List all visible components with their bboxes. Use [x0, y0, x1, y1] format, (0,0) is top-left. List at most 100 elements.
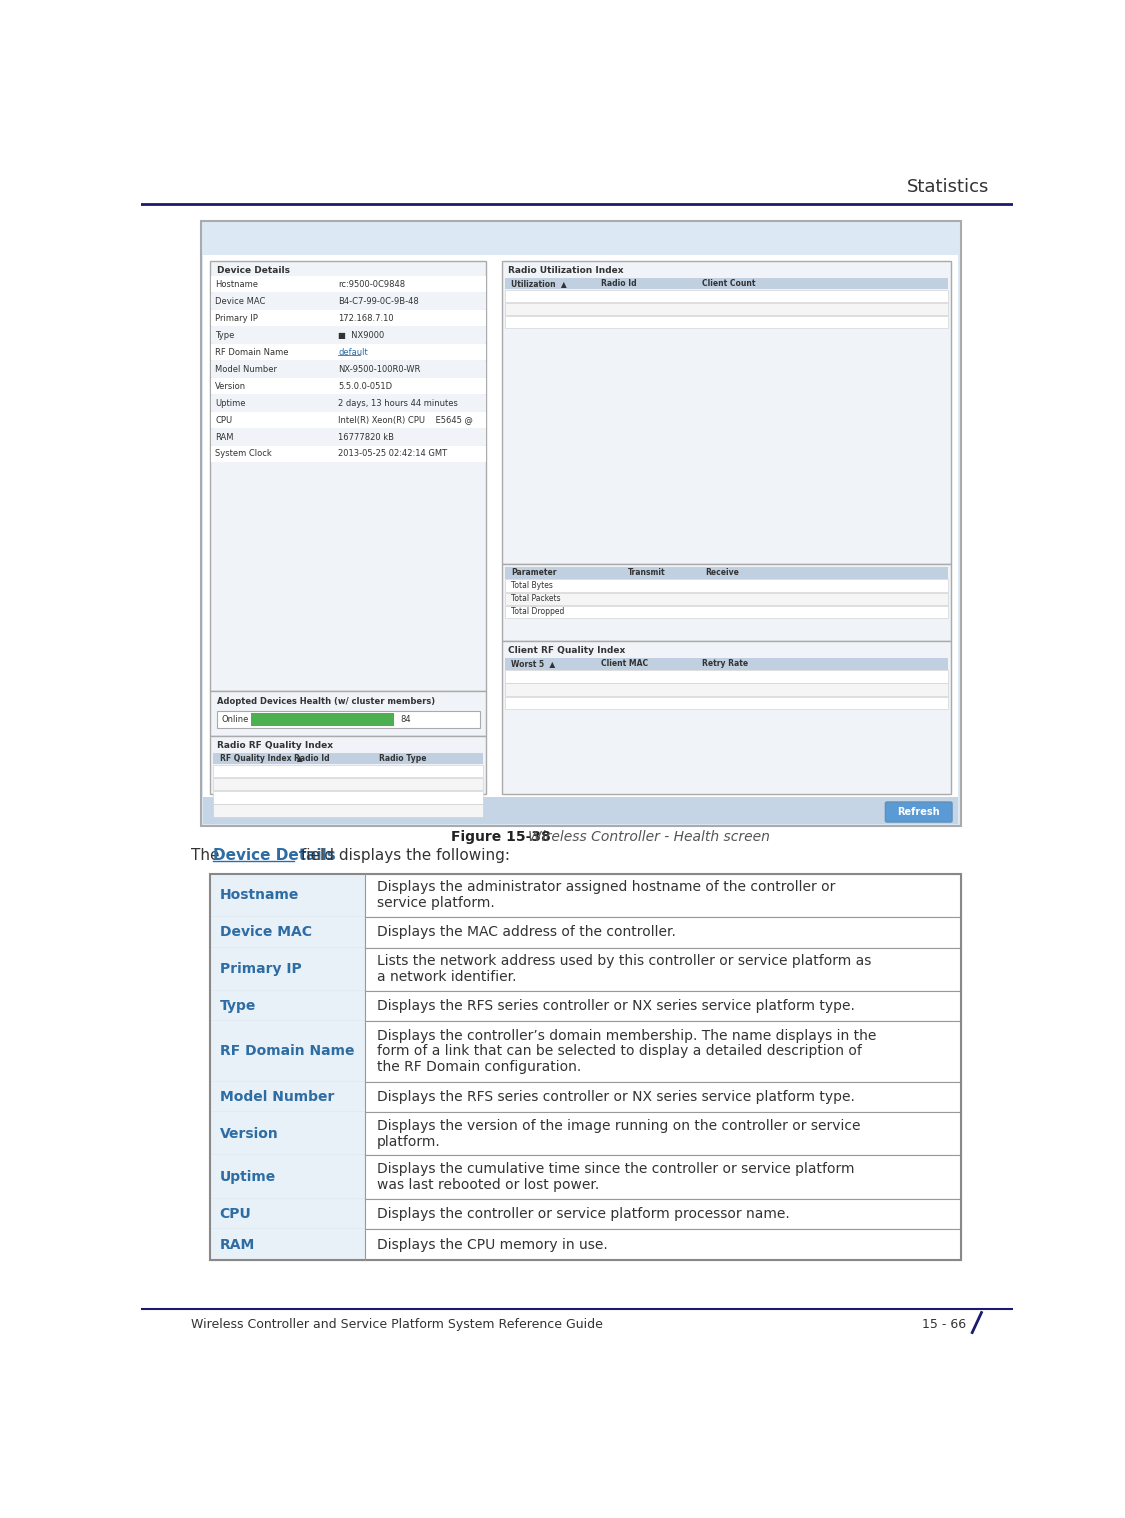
Text: Radio Utilization Index: Radio Utilization Index — [508, 266, 623, 275]
FancyBboxPatch shape — [212, 361, 486, 376]
Text: CPU: CPU — [219, 1207, 251, 1220]
FancyBboxPatch shape — [212, 445, 486, 461]
Text: Displays the controller or service platform processor name.: Displays the controller or service platf… — [377, 1207, 790, 1220]
FancyBboxPatch shape — [210, 1113, 366, 1155]
FancyBboxPatch shape — [212, 411, 486, 428]
FancyBboxPatch shape — [210, 874, 366, 917]
Text: Refresh: Refresh — [898, 808, 940, 817]
FancyBboxPatch shape — [212, 276, 486, 293]
FancyBboxPatch shape — [505, 671, 948, 683]
Text: Total Dropped: Total Dropped — [511, 607, 565, 616]
Text: Model Number: Model Number — [219, 1090, 334, 1104]
Text: Lists the network address used by this controller or service platform as: Lists the network address used by this c… — [377, 955, 872, 968]
Text: Device Details: Device Details — [213, 849, 335, 864]
Text: Displays the CPU memory in use.: Displays the CPU memory in use. — [377, 1237, 608, 1252]
FancyBboxPatch shape — [505, 316, 948, 328]
FancyBboxPatch shape — [210, 1022, 366, 1081]
FancyBboxPatch shape — [505, 304, 948, 316]
Text: Parameter: Parameter — [511, 568, 557, 577]
Text: Radio Type: Radio Type — [379, 753, 426, 762]
FancyBboxPatch shape — [505, 657, 948, 669]
Text: NX-9500-100R0-WR: NX-9500-100R0-WR — [339, 364, 421, 373]
Text: Adopted Devices Health (w/ cluster members): Adopted Devices Health (w/ cluster membe… — [217, 697, 434, 706]
FancyBboxPatch shape — [505, 580, 948, 592]
Text: Device Details: Device Details — [217, 266, 289, 275]
FancyBboxPatch shape — [210, 1230, 366, 1260]
FancyBboxPatch shape — [210, 1155, 366, 1199]
FancyBboxPatch shape — [505, 290, 948, 302]
Text: a network identifier.: a network identifier. — [377, 970, 516, 984]
Text: Figure 15-38: Figure 15-38 — [451, 830, 550, 844]
Text: Wireless Controller - Health screen: Wireless Controller - Health screen — [528, 830, 770, 844]
Text: Displays the RFS series controller or NX series service platform type.: Displays the RFS series controller or NX… — [377, 999, 855, 1013]
FancyBboxPatch shape — [505, 568, 948, 578]
FancyBboxPatch shape — [210, 1230, 961, 1260]
Text: Worst 5  ▲: Worst 5 ▲ — [511, 659, 556, 668]
FancyBboxPatch shape — [210, 1199, 366, 1230]
FancyBboxPatch shape — [214, 779, 483, 791]
FancyBboxPatch shape — [210, 691, 486, 736]
FancyBboxPatch shape — [502, 641, 952, 794]
Text: Hostname: Hostname — [215, 279, 258, 288]
Text: Primary IP: Primary IP — [215, 314, 258, 323]
Text: Version: Version — [215, 381, 246, 390]
Text: Model Number: Model Number — [215, 364, 277, 373]
Text: Displays the administrator assigned hostname of the controller or: Displays the administrator assigned host… — [377, 880, 836, 894]
Text: Device MAC: Device MAC — [219, 924, 312, 940]
Text: Client RF Quality Index: Client RF Quality Index — [508, 647, 626, 656]
Text: Device MAC: Device MAC — [215, 298, 266, 307]
Text: Client MAC: Client MAC — [601, 659, 648, 668]
Text: 16777820 kB: 16777820 kB — [339, 433, 394, 442]
FancyBboxPatch shape — [210, 1081, 366, 1113]
Text: Transmit: Transmit — [628, 568, 666, 577]
FancyBboxPatch shape — [505, 606, 948, 618]
FancyBboxPatch shape — [251, 713, 394, 726]
Text: Radio Id: Radio Id — [294, 753, 330, 762]
FancyBboxPatch shape — [210, 917, 366, 947]
Text: Uptime: Uptime — [215, 399, 245, 408]
FancyBboxPatch shape — [210, 1155, 961, 1199]
Text: Retry Rate: Retry Rate — [702, 659, 748, 668]
FancyBboxPatch shape — [210, 1081, 961, 1113]
Text: 172.168.7.10: 172.168.7.10 — [339, 314, 394, 323]
FancyBboxPatch shape — [212, 310, 486, 326]
Text: 15 - 66: 15 - 66 — [921, 1318, 966, 1331]
Text: RF Domain Name: RF Domain Name — [219, 1044, 354, 1058]
Text: field displays the following:: field displays the following: — [296, 849, 510, 864]
Text: Displays the version of the image running on the controller or service: Displays the version of the image runnin… — [377, 1119, 861, 1132]
Text: B4-C7-99-0C-9B-48: B4-C7-99-0C-9B-48 — [339, 298, 418, 307]
Text: Displays the controller’s domain membership. The name displays in the: Displays the controller’s domain members… — [377, 1029, 876, 1043]
FancyBboxPatch shape — [505, 697, 948, 709]
Text: Displays the MAC address of the controller.: Displays the MAC address of the controll… — [377, 924, 676, 940]
Text: Type: Type — [215, 331, 234, 340]
FancyBboxPatch shape — [204, 255, 958, 797]
Text: Statistics: Statistics — [907, 178, 989, 196]
FancyBboxPatch shape — [210, 917, 961, 947]
FancyBboxPatch shape — [214, 791, 483, 803]
Text: Receive: Receive — [705, 568, 739, 577]
FancyBboxPatch shape — [505, 278, 948, 290]
Text: 2013-05-25 02:42:14 GMT: 2013-05-25 02:42:14 GMT — [339, 449, 448, 458]
FancyBboxPatch shape — [201, 220, 961, 826]
FancyBboxPatch shape — [505, 683, 948, 695]
Text: Online: Online — [222, 715, 249, 724]
FancyBboxPatch shape — [212, 428, 486, 445]
Text: Radio Id: Radio Id — [601, 278, 637, 287]
Text: RF Quality Index  ▲: RF Quality Index ▲ — [219, 753, 303, 762]
Text: rc:9500-0C9848: rc:9500-0C9848 — [339, 279, 405, 288]
Text: default: default — [339, 348, 368, 357]
Text: Wireless Controller and Service Platform System Reference Guide: Wireless Controller and Service Platform… — [191, 1318, 603, 1331]
FancyBboxPatch shape — [217, 710, 480, 729]
FancyBboxPatch shape — [212, 395, 486, 411]
FancyBboxPatch shape — [210, 1022, 961, 1081]
FancyBboxPatch shape — [210, 874, 961, 917]
Text: Type: Type — [219, 999, 256, 1013]
FancyBboxPatch shape — [210, 947, 961, 991]
Text: service platform.: service platform. — [377, 896, 495, 909]
FancyBboxPatch shape — [502, 565, 952, 641]
FancyBboxPatch shape — [210, 736, 486, 794]
Text: 84: 84 — [400, 715, 411, 724]
FancyBboxPatch shape — [204, 797, 958, 824]
Text: RF Domain Name: RF Domain Name — [215, 348, 288, 357]
FancyBboxPatch shape — [214, 765, 483, 777]
